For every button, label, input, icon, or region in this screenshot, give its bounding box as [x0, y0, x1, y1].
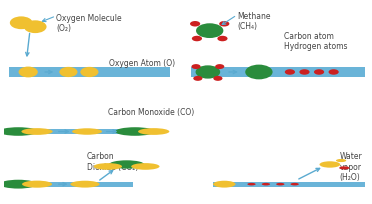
Circle shape — [59, 68, 77, 78]
Circle shape — [115, 128, 155, 136]
Circle shape — [131, 163, 160, 170]
Circle shape — [213, 181, 235, 188]
Circle shape — [80, 68, 99, 78]
Circle shape — [192, 37, 202, 42]
Bar — [10, 182, 133, 187]
Text: Carbon atom: Carbon atom — [285, 32, 334, 41]
Circle shape — [339, 166, 349, 170]
Circle shape — [299, 70, 310, 75]
Circle shape — [70, 181, 100, 188]
Text: Methane
(CH₄): Methane (CH₄) — [237, 12, 270, 31]
Circle shape — [276, 183, 285, 185]
Text: Carbon
Dioxide (CO₂): Carbon Dioxide (CO₂) — [87, 151, 138, 171]
Circle shape — [262, 183, 270, 185]
Circle shape — [245, 65, 273, 80]
Circle shape — [109, 161, 144, 169]
Bar — [10, 130, 129, 134]
Text: Oxygen Atom (O): Oxygen Atom (O) — [109, 59, 175, 68]
Bar — [192, 68, 365, 78]
Text: Carbon Monoxide (CO): Carbon Monoxide (CO) — [108, 108, 194, 117]
Circle shape — [196, 24, 223, 39]
Circle shape — [24, 21, 46, 34]
Circle shape — [19, 67, 38, 78]
Circle shape — [193, 76, 202, 81]
Circle shape — [0, 180, 37, 189]
Circle shape — [72, 129, 102, 135]
Circle shape — [22, 129, 53, 135]
Circle shape — [314, 70, 324, 75]
Circle shape — [247, 183, 256, 185]
Bar — [213, 182, 365, 187]
Text: Water
vapor
(H₂O): Water vapor (H₂O) — [340, 151, 362, 181]
Bar — [9, 68, 170, 78]
Circle shape — [94, 163, 122, 170]
Circle shape — [22, 181, 52, 188]
Circle shape — [328, 70, 339, 75]
Circle shape — [0, 128, 38, 136]
Text: Oxygen Molecule
(O₂): Oxygen Molecule (O₂) — [56, 14, 122, 33]
Circle shape — [190, 22, 200, 27]
Circle shape — [192, 65, 201, 70]
Circle shape — [336, 159, 346, 162]
Text: Hydrogen atoms: Hydrogen atoms — [285, 42, 348, 51]
Circle shape — [285, 70, 295, 75]
Circle shape — [217, 37, 228, 42]
Circle shape — [10, 17, 33, 30]
Circle shape — [213, 76, 222, 81]
Circle shape — [291, 183, 299, 185]
Circle shape — [320, 162, 340, 168]
Circle shape — [138, 129, 169, 135]
Circle shape — [219, 22, 230, 27]
Circle shape — [196, 66, 220, 79]
Circle shape — [215, 65, 224, 70]
